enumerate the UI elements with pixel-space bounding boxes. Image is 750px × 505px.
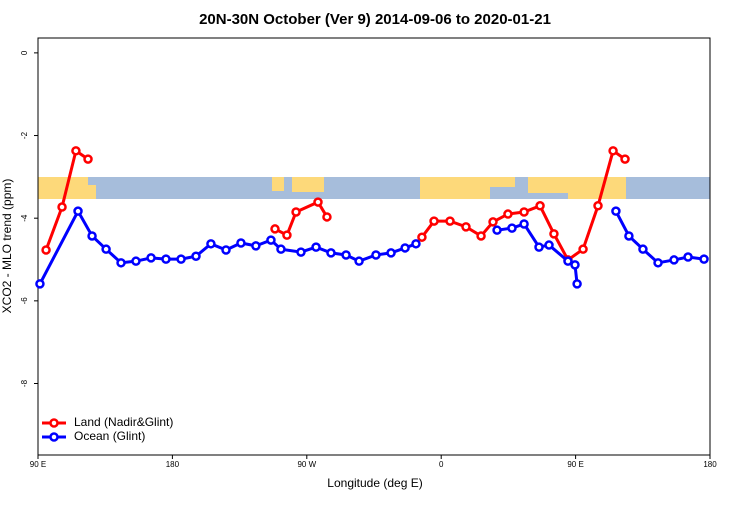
point	[611, 206, 621, 216]
point	[291, 207, 301, 217]
point	[653, 258, 663, 268]
point	[371, 250, 381, 260]
point	[572, 279, 582, 289]
point	[503, 209, 513, 219]
point	[608, 146, 618, 156]
x-tick-label: 90 W	[297, 460, 316, 469]
point	[492, 225, 502, 235]
point	[87, 231, 97, 241]
point	[206, 239, 216, 249]
point	[417, 232, 427, 242]
point	[176, 254, 186, 264]
point	[276, 244, 286, 254]
point	[549, 229, 559, 239]
point	[266, 235, 276, 245]
point	[236, 238, 246, 248]
point	[593, 201, 603, 211]
point	[519, 207, 529, 217]
x-tick-label: 180	[166, 460, 180, 469]
point	[620, 154, 630, 164]
point	[146, 253, 156, 263]
point	[534, 242, 544, 252]
y-tick-label: 0	[20, 50, 29, 55]
chart-title: 20N-30N October (Ver 9) 2014-09-06 to 20…	[199, 11, 551, 28]
point	[507, 223, 517, 233]
y-tick-label: -4	[20, 214, 29, 222]
point	[624, 231, 634, 241]
point	[445, 216, 455, 226]
point	[488, 217, 498, 227]
point	[57, 202, 67, 212]
point	[311, 242, 321, 252]
point	[400, 243, 410, 253]
y-axis-label: XCO2 - MLO trend (ppm)	[0, 179, 14, 314]
point	[322, 212, 332, 222]
point	[683, 252, 693, 262]
point	[270, 224, 280, 234]
point	[71, 146, 81, 156]
y-tick-label: -8	[20, 379, 29, 387]
legend-label: Ocean (Glint)	[74, 429, 145, 443]
legend-label: Land (Nadir&Glint)	[74, 415, 173, 429]
point	[161, 254, 171, 264]
point	[296, 247, 306, 257]
point	[386, 248, 396, 258]
x-tick-label: 0	[439, 460, 444, 469]
point	[326, 248, 336, 258]
series-line	[38, 208, 705, 285]
x-axis-label: Longitude (deg E)	[327, 476, 422, 490]
point	[638, 244, 648, 254]
point	[131, 256, 141, 266]
point	[578, 244, 588, 254]
point	[41, 245, 51, 255]
point	[544, 240, 554, 250]
point	[341, 250, 351, 260]
point	[354, 256, 364, 266]
y-tick-label: -2	[20, 131, 29, 139]
point	[535, 201, 545, 211]
x-tick-label: 90 E	[567, 460, 583, 469]
map-strip	[38, 177, 710, 199]
x-tick-label: 90 E	[30, 460, 46, 469]
point	[570, 260, 580, 270]
y-tick-label: -6	[20, 297, 29, 305]
point	[461, 222, 471, 232]
point	[429, 216, 439, 226]
point	[251, 241, 261, 251]
point	[563, 256, 573, 266]
x-tick-label: 180	[703, 460, 717, 469]
point	[73, 206, 83, 216]
point	[101, 244, 111, 254]
point	[519, 219, 529, 229]
point	[669, 255, 679, 265]
legend-marker	[49, 432, 59, 442]
point	[116, 258, 126, 268]
point	[282, 230, 292, 240]
legend-marker	[49, 418, 59, 428]
point	[476, 231, 486, 241]
point	[699, 254, 709, 264]
point	[221, 245, 231, 255]
point	[83, 154, 93, 164]
plot-frame	[37, 37, 711, 456]
point	[35, 279, 45, 289]
point	[191, 251, 201, 261]
point	[411, 239, 421, 249]
point	[313, 197, 323, 207]
